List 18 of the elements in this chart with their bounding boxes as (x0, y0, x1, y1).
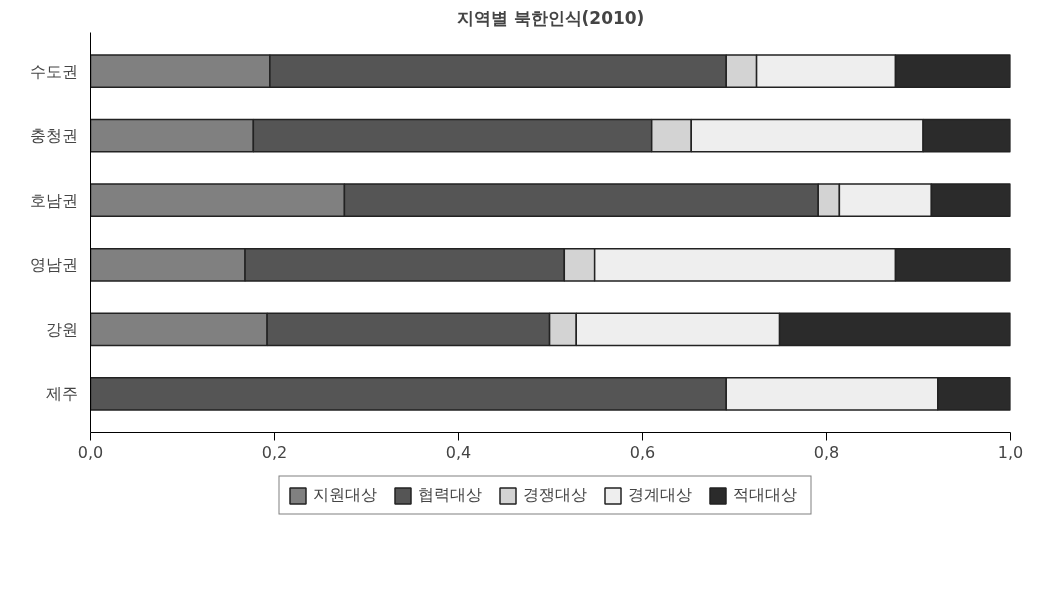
y-tick-label: 호남권 (29, 190, 78, 210)
x-tick-label: 0,8 (813, 442, 840, 462)
legend-label: 협력대상 (417, 484, 483, 506)
y-tick-label: 영남권 (29, 255, 78, 275)
x-tick-label: 0,2 (261, 442, 288, 462)
x-tick-label: 0,0 (77, 442, 104, 462)
legend-label: 적대대상 (732, 484, 798, 506)
legend-label: 경쟁대상 (522, 484, 588, 506)
legend-label: 지원대상 (312, 484, 378, 506)
legend-label: 경계대상 (627, 484, 693, 506)
y-tick-label: 충청권 (29, 126, 78, 146)
chart-title: 지역별 북한인식(2010) (456, 7, 645, 28)
x-tick-label: 0,4 (445, 442, 472, 462)
y-tick-label: 강원 (45, 319, 78, 339)
y-tick-label: 수도권 (29, 61, 78, 81)
x-tick-label: 1,0 (997, 442, 1024, 462)
x-tick-label: 0,6 (629, 442, 656, 462)
y-tick-label: 제주 (45, 384, 78, 404)
